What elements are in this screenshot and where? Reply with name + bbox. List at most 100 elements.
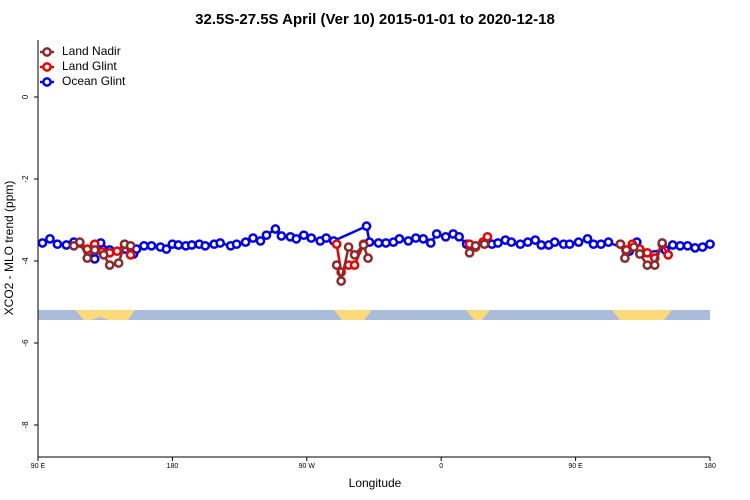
data-point bbox=[663, 250, 674, 260]
legend-marker bbox=[42, 62, 52, 72]
data-point bbox=[642, 247, 653, 258]
data-point bbox=[394, 234, 405, 244]
data-point bbox=[37, 238, 48, 248]
data-point bbox=[291, 234, 302, 244]
data-point bbox=[82, 253, 93, 263]
data-point bbox=[349, 260, 360, 270]
data-point bbox=[588, 239, 599, 250]
data-point bbox=[112, 246, 122, 257]
data-point bbox=[173, 240, 184, 250]
y-tick-label: -4 bbox=[21, 257, 30, 265]
data-point bbox=[343, 242, 354, 252]
data-point bbox=[615, 239, 626, 250]
y-tick-label: -2 bbox=[21, 175, 30, 183]
data-point bbox=[620, 253, 630, 263]
data-point bbox=[321, 233, 332, 243]
data-point bbox=[89, 254, 100, 264]
data-point bbox=[89, 245, 100, 255]
x-tick-label: 90 W bbox=[299, 463, 316, 470]
data-point bbox=[697, 242, 708, 252]
data-point bbox=[425, 238, 436, 248]
data-point bbox=[649, 260, 660, 270]
y-tick-label: -8 bbox=[21, 421, 30, 429]
data-point bbox=[349, 250, 360, 260]
data-point bbox=[596, 239, 606, 250]
data-point bbox=[276, 231, 287, 241]
data-point bbox=[682, 240, 693, 251]
data-point bbox=[690, 243, 700, 253]
data-point bbox=[331, 239, 342, 250]
data-point bbox=[582, 234, 593, 244]
data-point bbox=[403, 236, 414, 246]
y-axis-label: XCO2 - MLO trend (ppm) bbox=[2, 181, 16, 316]
data-point bbox=[675, 240, 685, 251]
x-tick-label: 90 E bbox=[568, 463, 583, 470]
data-point bbox=[530, 235, 541, 245]
data-point bbox=[125, 250, 136, 260]
data-point bbox=[536, 240, 547, 250]
data-point bbox=[628, 242, 639, 252]
data-point bbox=[215, 238, 226, 248]
land-mask-strip bbox=[38, 310, 710, 320]
data-point bbox=[470, 240, 481, 251]
data-point bbox=[358, 240, 369, 250]
y-tick-label: -6 bbox=[21, 339, 30, 347]
x-tick-label: 90 E bbox=[31, 463, 46, 470]
data-point bbox=[336, 276, 346, 286]
data-point bbox=[139, 240, 149, 251]
data-point bbox=[373, 238, 384, 248]
legend-label: Ocean Glint bbox=[62, 74, 126, 88]
data-point bbox=[440, 231, 451, 242]
data-point bbox=[298, 230, 309, 241]
x-tick-label: 180 bbox=[704, 463, 716, 470]
data-point bbox=[410, 233, 421, 243]
data-point bbox=[98, 250, 109, 260]
data-point bbox=[270, 224, 281, 234]
data-point bbox=[52, 239, 63, 250]
y-tick-label: 0 bbox=[21, 94, 30, 99]
x-axis-label: Longitude bbox=[349, 476, 402, 490]
legend-marker bbox=[42, 47, 52, 57]
data-point bbox=[113, 258, 124, 268]
data-point bbox=[705, 239, 715, 250]
chart-title: 32.5S-27.5S April (Ver 10) 2015-01-01 to… bbox=[195, 11, 555, 28]
data-point bbox=[363, 253, 373, 263]
data-point bbox=[146, 240, 157, 251]
legend-label: Land Glint bbox=[62, 59, 117, 73]
data-point bbox=[361, 221, 372, 232]
data-point bbox=[255, 236, 266, 246]
data-point bbox=[479, 239, 490, 250]
data-point bbox=[74, 237, 85, 247]
data-point bbox=[493, 238, 503, 248]
data-point bbox=[564, 239, 575, 250]
data-point bbox=[200, 240, 211, 251]
data-point bbox=[104, 260, 115, 270]
data-point bbox=[418, 234, 429, 244]
data-point bbox=[306, 233, 317, 243]
data-point bbox=[45, 234, 55, 244]
data-point bbox=[125, 240, 136, 251]
data-point bbox=[506, 237, 517, 247]
data-point bbox=[61, 240, 72, 250]
data-point bbox=[248, 233, 258, 243]
data-point bbox=[161, 244, 172, 254]
data-point bbox=[464, 247, 475, 258]
data-point bbox=[667, 240, 678, 250]
data-point bbox=[431, 229, 442, 239]
data-point bbox=[515, 239, 526, 250]
data-point bbox=[231, 239, 242, 250]
data-point bbox=[331, 260, 342, 270]
data-point bbox=[549, 237, 560, 247]
data-point bbox=[657, 238, 668, 248]
data-point bbox=[186, 240, 197, 250]
data-point bbox=[261, 230, 272, 241]
data-point bbox=[573, 237, 584, 247]
data-point bbox=[381, 238, 391, 248]
legend-marker bbox=[42, 77, 52, 87]
x-tick-label: 0 bbox=[439, 463, 443, 470]
x-tick-label: 180 bbox=[167, 463, 179, 470]
data-point bbox=[454, 231, 464, 242]
legend-label: Land Nadir bbox=[62, 44, 121, 58]
data-point bbox=[240, 237, 251, 247]
